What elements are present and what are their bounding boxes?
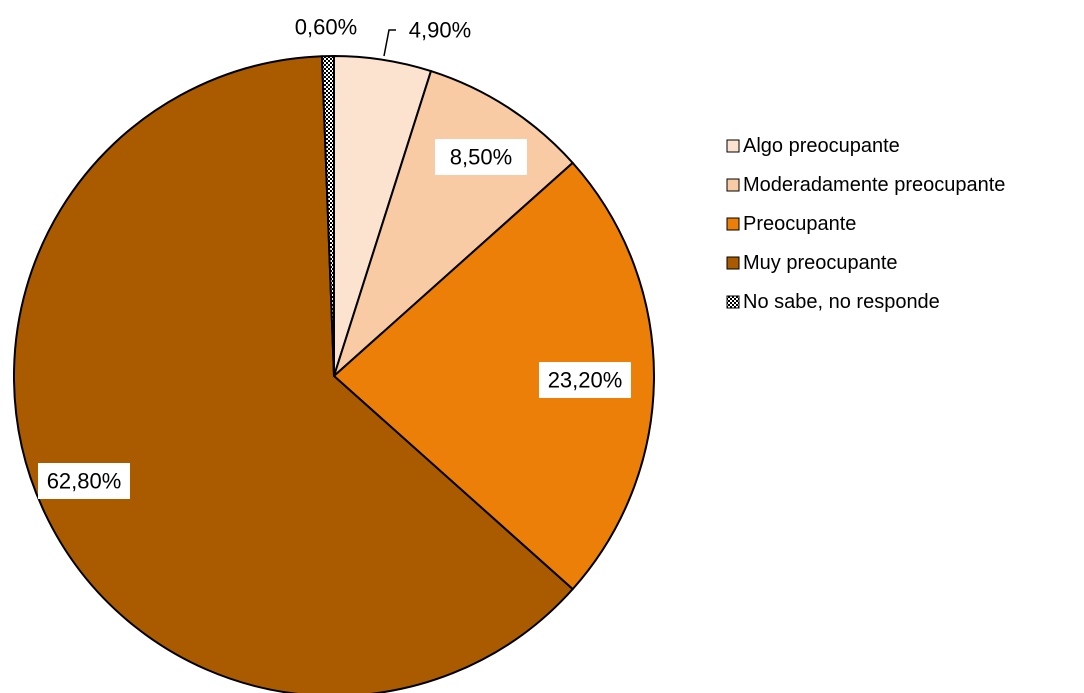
legend-label: Muy preocupante xyxy=(743,252,898,274)
data-label-text: 8,50% xyxy=(450,145,512,170)
leader-line xyxy=(383,29,396,57)
data-label-algo-preocupante: 4,90% xyxy=(383,18,471,57)
pie-data-labels: 4,90% 8,50% 23,20% 62,80% 0,60% xyxy=(38,15,631,499)
legend-item-no-sabe-no-responde: No sabe, no responde xyxy=(726,291,940,313)
legend: Algo preocupante Moderadamente preocupant… xyxy=(726,135,1005,313)
pie-slice-muy-preocupante xyxy=(12,55,574,693)
legend-item-muy-preocupante: Muy preocupante xyxy=(726,252,898,274)
data-label-text: 62,80% xyxy=(47,469,122,494)
legend-swatch xyxy=(726,256,740,270)
legend-swatch xyxy=(726,217,740,231)
legend-label: Algo preocupante xyxy=(743,135,900,157)
legend-item-algo-preocupante: Algo preocupante xyxy=(726,135,900,157)
legend-label: Moderadamente preocupante xyxy=(743,174,1005,196)
data-label-text: 23,20% xyxy=(548,368,623,393)
legend-label: Preocupante xyxy=(743,213,856,235)
data-label-box xyxy=(38,463,130,499)
legend-swatch xyxy=(726,178,740,192)
legend-item-moderadamente-preocupante: Moderadamente preocupante xyxy=(726,174,1005,196)
data-label-box xyxy=(435,139,527,175)
legend-swatch xyxy=(726,295,740,309)
legend-label: No sabe, no responde xyxy=(743,291,940,313)
data-label-moderadamente-preocupante: 8,50% xyxy=(435,139,527,175)
legend-item-preocupante: Preocupante xyxy=(726,213,856,235)
pie-slices xyxy=(12,55,655,693)
pie-slice-preocupante xyxy=(333,161,655,591)
data-label-text: 4,90% xyxy=(409,18,471,43)
data-label-text: 0,60% xyxy=(295,15,357,40)
legend-swatch xyxy=(726,139,740,153)
data-label-no-sabe-no-responde: 0,60% xyxy=(295,15,357,40)
data-label-box xyxy=(539,362,631,398)
data-label-preocupante: 23,20% xyxy=(539,362,631,398)
pie-slice-no-sabe-no-responde xyxy=(320,55,335,377)
data-label-muy-preocupante: 62,80% xyxy=(38,463,130,499)
